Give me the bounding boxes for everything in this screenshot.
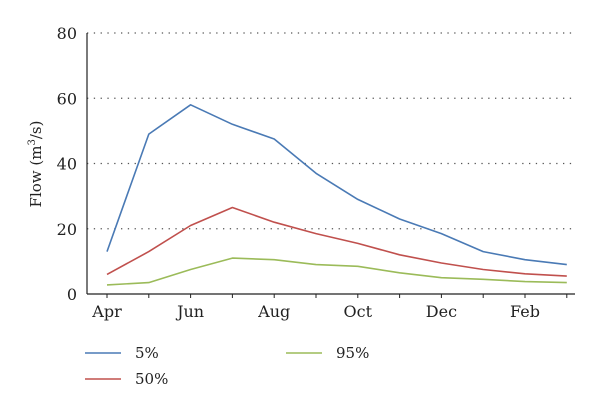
series-line-3 xyxy=(106,257,567,286)
y-tick-label: 20 xyxy=(57,220,77,239)
grid-lines xyxy=(87,32,575,230)
series-line-1 xyxy=(106,104,567,266)
series-line-2 xyxy=(106,206,567,277)
y-tick-label: 40 xyxy=(57,155,77,174)
y-axis-title: Flow (m3/s) xyxy=(27,121,45,208)
y-tick-label: 80 xyxy=(57,24,77,43)
legend-label: 95% xyxy=(336,344,369,362)
y-tick-label: 0 xyxy=(67,285,77,304)
y-tick-labels: 0 20 40 60 80 xyxy=(57,24,77,304)
x-tick-label: Oct xyxy=(344,302,373,321)
x-tick-label: Feb xyxy=(510,302,540,321)
legend-label: 5% xyxy=(135,344,159,362)
x-tick-label: Aug xyxy=(257,302,290,321)
x-tick-labels: Apr Jun Aug Oct Dec Feb xyxy=(91,294,568,321)
legend: 5% 50% 95% xyxy=(85,344,369,388)
y-tick-label: 60 xyxy=(57,89,77,108)
axes xyxy=(86,33,575,295)
series-lines xyxy=(106,104,567,286)
x-tick-label: Dec xyxy=(426,302,457,321)
legend-label: 50% xyxy=(135,370,168,388)
x-tick-label: Apr xyxy=(91,302,122,321)
x-tick-label: Jun xyxy=(175,302,204,321)
